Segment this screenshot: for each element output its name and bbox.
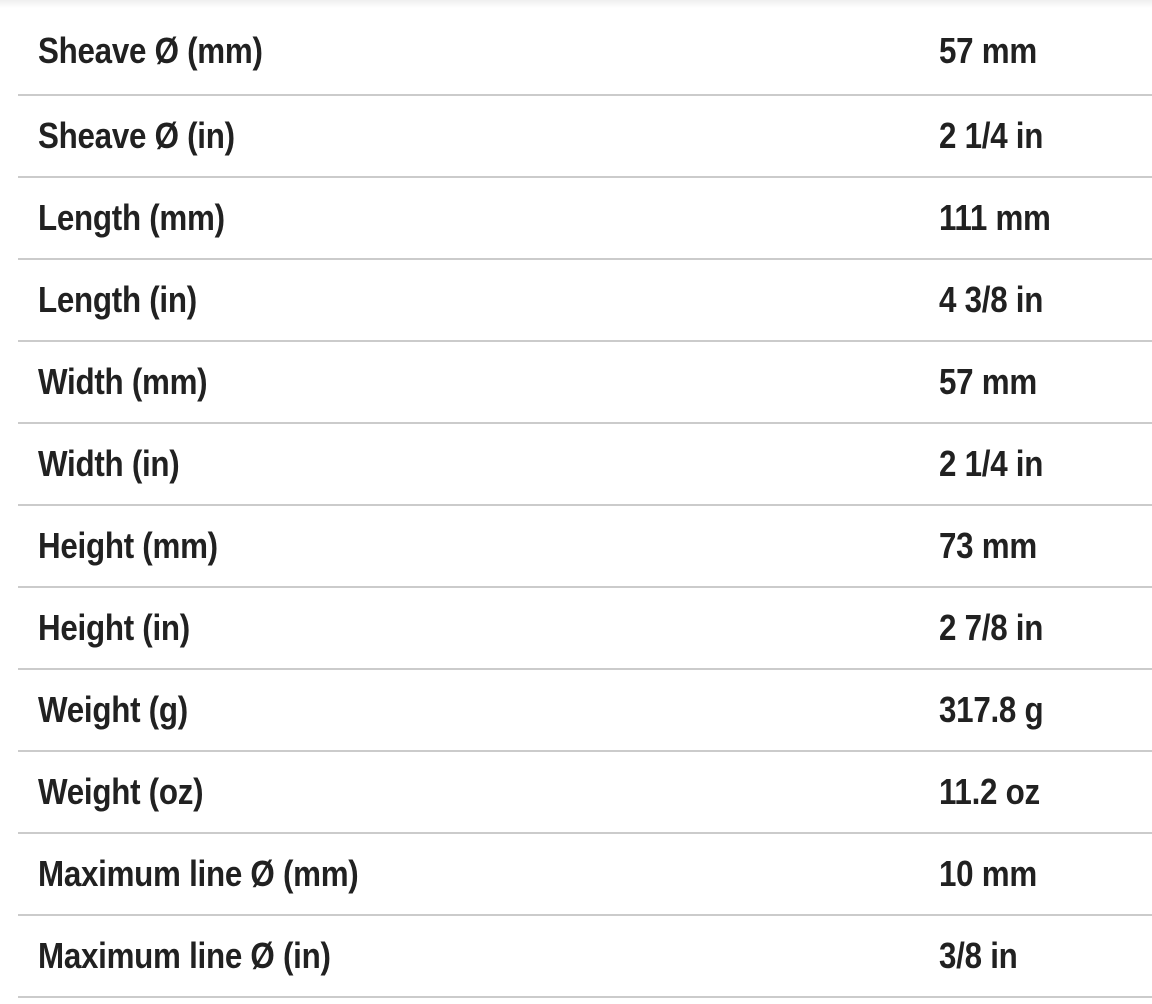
spec-value-text: 3/8 in [939, 935, 1018, 977]
spec-label: Height (mm) [18, 526, 939, 566]
spec-label-text: Weight (oz) [38, 771, 204, 813]
spec-label-text: Sheave Ø (mm) [38, 30, 263, 72]
spec-value: 2 7/8 in [939, 608, 1152, 648]
spec-value: 2 1/4 in [939, 116, 1152, 156]
spec-value-text: 10 mm [939, 853, 1037, 895]
table-row: Width (mm) 57 mm [18, 342, 1152, 424]
spec-label-text: Weight (g) [38, 689, 188, 731]
spec-label: Weight (g) [18, 690, 939, 730]
spec-label: Maximum line Ø (mm) [18, 854, 939, 894]
spec-label-text: Length (in) [38, 279, 197, 321]
spec-label: Sheave Ø (in) [18, 116, 939, 156]
spec-value: 57 mm [939, 362, 1152, 402]
top-shadow [0, 0, 1152, 8]
table-row: Maximum line Ø (mm) 10 mm [18, 834, 1152, 916]
spec-label-text: Length (mm) [38, 197, 225, 239]
table-row: Maximum line Ø (in) 3/8 in [18, 916, 1152, 998]
table-row: Length (in) 4 3/8 in [18, 260, 1152, 342]
spec-value: 4 3/8 in [939, 280, 1152, 320]
spec-label-text: Height (in) [38, 607, 190, 649]
spec-value: 3/8 in [939, 936, 1152, 976]
spec-value-text: 2 7/8 in [939, 607, 1044, 649]
spec-label: Weight (oz) [18, 772, 939, 812]
spec-label: Maximum line Ø (in) [18, 936, 939, 976]
table-row: Sheave Ø (in) 2 1/4 in [18, 96, 1152, 178]
spec-value-text: 317.8 g [939, 689, 1044, 731]
spec-value-text: 57 mm [939, 30, 1037, 72]
spec-value: 2 1/4 in [939, 444, 1152, 484]
table-row: Length (mm) 111 mm [18, 178, 1152, 260]
table-row: Width (in) 2 1/4 in [18, 424, 1152, 506]
spec-table: Sheave Ø (mm) 57 mm Sheave Ø (in) 2 1/4 in L… [0, 8, 1152, 998]
spec-label-text: Height (mm) [38, 525, 218, 567]
spec-value: 57 mm [939, 31, 1152, 71]
spec-value: 317.8 g [939, 690, 1152, 730]
spec-label-text: Maximum line Ø (mm) [38, 853, 359, 895]
spec-label-text: Width (mm) [38, 361, 208, 403]
spec-value-text: 73 mm [939, 525, 1037, 567]
spec-label: Length (mm) [18, 198, 939, 238]
spec-value: 111 mm [939, 198, 1152, 238]
spec-value-text: 2 1/4 in [939, 443, 1044, 485]
spec-label: Height (in) [18, 608, 939, 648]
spec-value: 10 mm [939, 854, 1152, 894]
table-row: Height (mm) 73 mm [18, 506, 1152, 588]
spec-value-text: 11.2 oz [939, 771, 1040, 813]
spec-value-text: 4 3/8 in [939, 279, 1044, 321]
spec-value-text: 111 mm [939, 197, 1051, 239]
spec-value-text: 57 mm [939, 361, 1037, 403]
spec-label-text: Width (in) [38, 443, 180, 485]
table-row: Weight (oz) 11.2 oz [18, 752, 1152, 834]
table-row: Height (in) 2 7/8 in [18, 588, 1152, 670]
spec-label: Length (in) [18, 280, 939, 320]
spec-label-text: Maximum line Ø (in) [38, 935, 331, 977]
spec-label: Width (in) [18, 444, 939, 484]
spec-value-text: 2 1/4 in [939, 115, 1044, 157]
spec-label: Width (mm) [18, 362, 939, 402]
table-row: Sheave Ø (mm) 57 mm [18, 8, 1152, 96]
table-row: Weight (g) 317.8 g [18, 670, 1152, 752]
spec-label-text: Sheave Ø (in) [38, 115, 235, 157]
spec-value: 11.2 oz [939, 772, 1152, 812]
spec-label: Sheave Ø (mm) [18, 31, 939, 71]
spec-value: 73 mm [939, 526, 1152, 566]
